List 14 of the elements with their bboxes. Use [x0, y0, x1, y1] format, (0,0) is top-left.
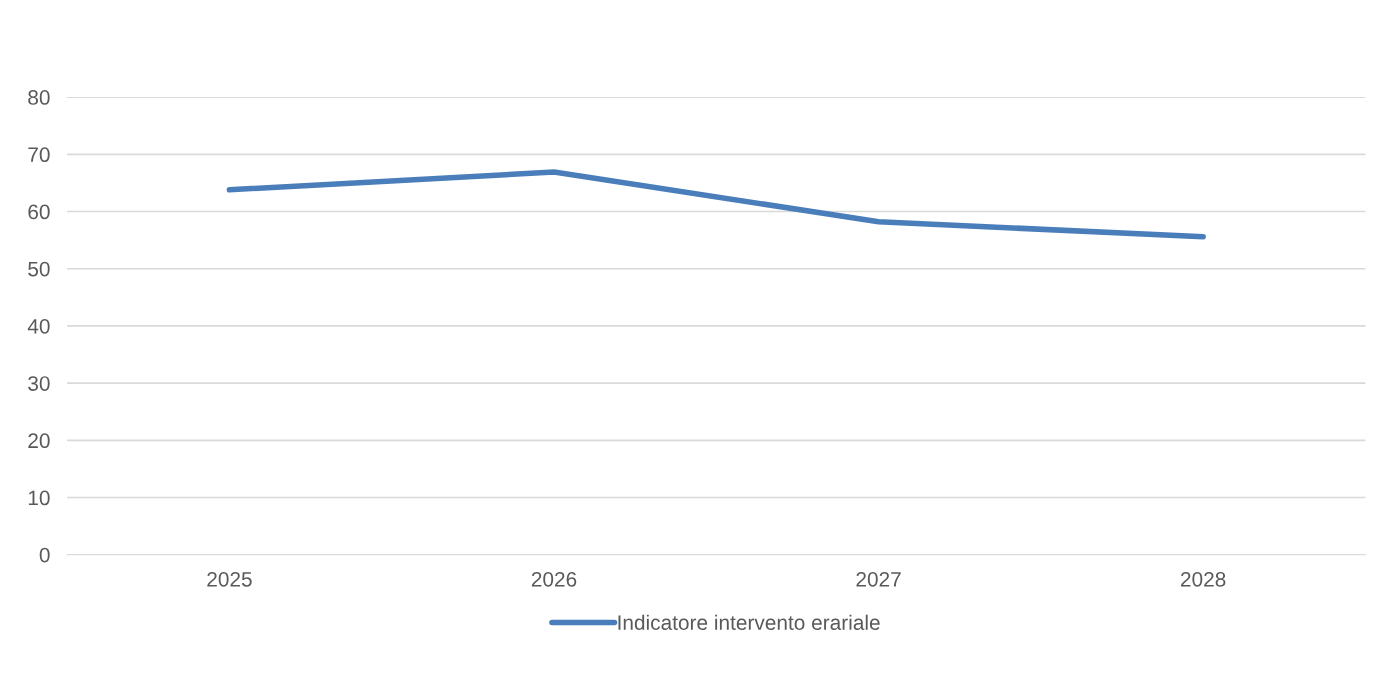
y-tick-label: 50	[28, 261, 50, 277]
y-tick-label: 10	[28, 490, 50, 506]
x-tick-label: 2028	[1181, 571, 1226, 587]
y-tick-label: 80	[28, 90, 50, 105]
x-tick-label: 2027	[856, 571, 901, 587]
y-tick-label: 30	[28, 376, 50, 391]
y-tick-label: 0	[39, 547, 50, 563]
y-tick-label: 70	[28, 147, 50, 163]
y-tick-label: 20	[28, 433, 50, 449]
x-tick-label: 2026	[531, 571, 577, 587]
y-tick-label: 60	[28, 204, 50, 220]
x-tick-label: 2025	[207, 571, 252, 587]
legend-label: Indicatore intervento erariale	[618, 614, 880, 630]
y-tick-label: 40	[27, 318, 50, 334]
